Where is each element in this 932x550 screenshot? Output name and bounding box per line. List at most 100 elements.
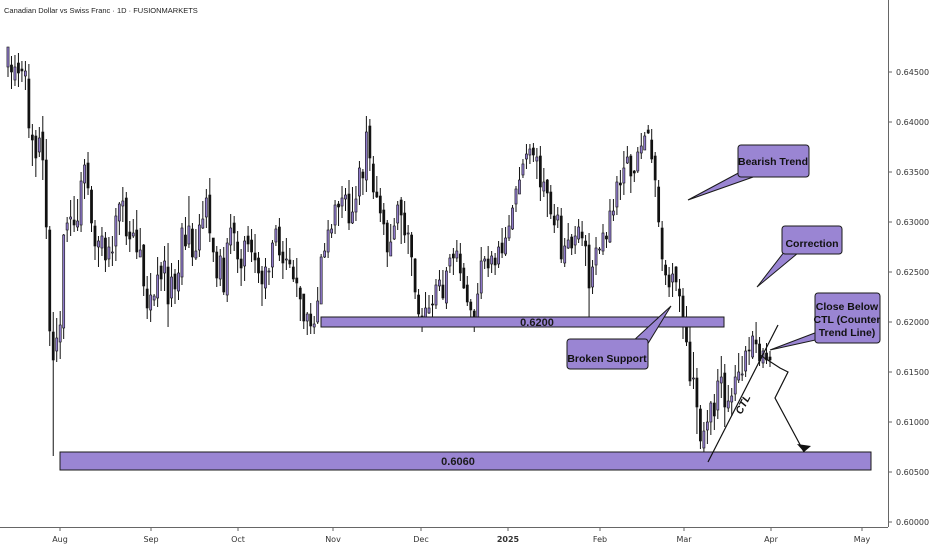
candle-body-down <box>417 294 420 315</box>
candle-body-down <box>545 179 549 194</box>
candle <box>542 168 546 197</box>
candle-body-up <box>528 148 532 156</box>
candle <box>712 394 716 430</box>
candle <box>330 224 333 238</box>
candle-body-up <box>639 145 643 154</box>
candle-body-up <box>111 251 114 254</box>
candle <box>674 266 678 291</box>
price-tick-label: 0.61000 <box>896 418 929 427</box>
candle <box>518 167 521 195</box>
support-zone <box>320 316 725 328</box>
candle-body-up <box>187 225 191 245</box>
candle <box>538 146 542 201</box>
callout-text: Broken Support <box>567 353 647 365</box>
candle <box>396 201 400 230</box>
candle <box>431 295 434 317</box>
candle-body-up <box>636 151 640 172</box>
candle <box>104 232 107 272</box>
candle <box>371 156 375 199</box>
candle-body-down <box>469 301 473 311</box>
candle <box>278 218 281 261</box>
candle <box>563 238 567 267</box>
candle-body-up <box>563 245 567 264</box>
candle <box>493 253 497 275</box>
candle <box>427 295 431 314</box>
candle <box>253 234 257 273</box>
candle-body-up <box>365 131 368 181</box>
candle <box>13 55 17 86</box>
candle-body-up <box>305 313 309 322</box>
candle-body-down <box>532 147 535 156</box>
candle-body-down <box>549 191 553 215</box>
candle <box>170 263 173 307</box>
candle-body-down <box>385 222 389 253</box>
candle-body-up <box>730 395 734 403</box>
candle-body-down <box>246 235 250 245</box>
callout-text: Trend Line) <box>819 327 876 339</box>
candle <box>128 221 132 252</box>
candle <box>483 256 487 269</box>
candle-body-down <box>173 273 177 290</box>
candle-body-up <box>194 250 198 259</box>
candle <box>271 240 274 278</box>
time-axis[interactable]: Aug Sep Oct Nov Dec 2025 Feb Mar Apr May <box>52 527 871 544</box>
candle-body-down <box>72 219 76 226</box>
candle-body-down <box>208 194 212 234</box>
candle-body-up <box>264 266 267 289</box>
candle-body-down <box>660 227 664 260</box>
candle <box>333 200 337 234</box>
candle <box>667 267 671 297</box>
candle <box>76 199 79 231</box>
candle <box>552 204 556 233</box>
candle <box>222 247 226 295</box>
candle-body-up <box>76 220 79 228</box>
candle <box>671 263 674 297</box>
candle-body-up <box>37 137 41 153</box>
candle <box>702 422 706 453</box>
candle <box>497 241 500 268</box>
time-tick-label: Dec <box>413 535 428 544</box>
candle <box>48 226 52 346</box>
candle <box>295 258 299 297</box>
candle-body-up <box>149 294 153 311</box>
candle-body-up <box>114 215 118 247</box>
candle <box>69 200 73 236</box>
candle <box>204 189 208 228</box>
candle-body-up <box>514 188 518 205</box>
candle-body-up <box>274 228 278 243</box>
callout-text: Bearish Trend <box>738 156 808 168</box>
candle <box>152 294 156 306</box>
candle <box>267 268 271 285</box>
candle-body-down <box>605 235 608 240</box>
candle-body-up <box>733 376 737 395</box>
candle <box>441 270 445 300</box>
candle <box>584 235 587 266</box>
candle-body-up <box>267 270 271 273</box>
price-tick-label: 0.62500 <box>896 268 929 277</box>
candle <box>218 249 222 286</box>
counter-trend-line <box>707 324 779 463</box>
candle-body-down <box>765 352 768 361</box>
price-axis[interactable]: 0.64500 0.64000 0.63500 0.63000 0.62500 0.620… <box>888 68 929 527</box>
candle <box>705 410 709 444</box>
candle <box>187 196 191 248</box>
price-tick-label: 0.60000 <box>896 518 929 527</box>
candle <box>156 257 159 307</box>
candle-body-up <box>13 66 17 81</box>
candle <box>511 205 514 230</box>
candle <box>605 232 608 248</box>
candle-body-down <box>712 402 716 417</box>
candle <box>646 125 650 134</box>
candle <box>580 221 584 246</box>
candle-body-down <box>10 64 13 73</box>
candle <box>406 225 410 254</box>
candle <box>639 133 643 159</box>
candle <box>375 176 379 198</box>
time-tick-label: Nov <box>325 535 341 544</box>
candle <box>622 151 626 195</box>
candle <box>24 61 27 90</box>
candle-body-up <box>702 430 706 449</box>
candle <box>138 228 142 258</box>
candle-body-up <box>643 135 647 151</box>
